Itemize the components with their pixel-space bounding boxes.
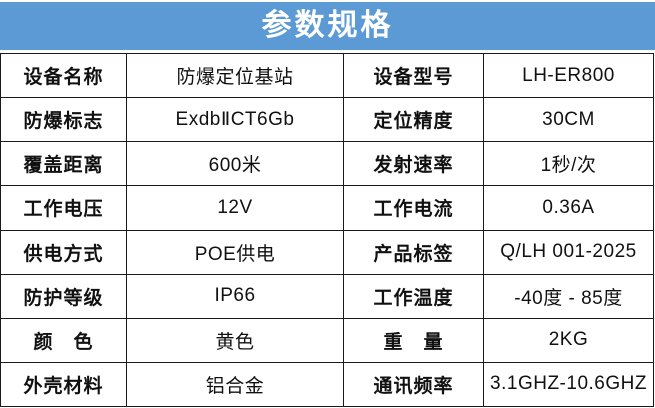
spec-value-cell: 2KG — [483, 317, 653, 362]
spec-label-cell: 通讯频率 — [343, 361, 483, 406]
spec-label-cell: 供电方式 — [0, 229, 126, 274]
spec-label-cell: 覆盖距离 — [0, 141, 126, 186]
spec-label-cell: 工作温度 — [343, 273, 483, 318]
spec-label-cell: 发射速率 — [343, 141, 483, 186]
spec-value-cell: ExdbⅡCT6Gb — [126, 97, 343, 142]
spec-value-cell: 铝合金 — [126, 361, 343, 406]
spec-value-cell: 12V — [126, 185, 343, 230]
spec-table: 设备名称 防爆定位基站 设备型号 LH-ER800 防爆标志 ExdbⅡCT6Gb 定位精度… — [0, 53, 654, 407]
spec-label-cell: 重 量 — [343, 317, 483, 362]
spec-label-cell: 产品标签 — [343, 229, 483, 274]
spec-value-cell: 黄色 — [126, 317, 343, 362]
spec-value-cell: 防爆定位基站 — [126, 53, 343, 98]
spec-value-cell: Q/LH 001-2025 — [483, 229, 653, 274]
spec-value-cell: POE供电 — [126, 229, 343, 274]
spec-label-cell: 工作电流 — [343, 185, 483, 230]
spec-value-cell: 30CM — [483, 97, 653, 142]
spec-label-cell: 防护等级 — [0, 273, 126, 318]
spec-value-cell: 600米 — [126, 141, 343, 186]
spec-label-cell: 颜 色 — [0, 317, 126, 362]
spec-value-cell: 3.1GHZ-10.6GHZ — [483, 361, 653, 406]
spec-label-cell: 外壳材料 — [0, 361, 126, 406]
spec-value-cell: 1秒/次 — [483, 141, 653, 186]
table-title-bar: 参数规格 — [0, 2, 655, 50]
spec-label-cell: 防爆标志 — [0, 97, 126, 142]
spec-label-cell: 设备型号 — [343, 53, 483, 98]
spec-value-cell: LH-ER800 — [483, 53, 653, 98]
spec-label-cell: 定位精度 — [343, 97, 483, 142]
spec-label-cell: 工作电压 — [0, 185, 126, 230]
spec-value-cell: IP66 — [126, 273, 343, 318]
spec-label-cell: 设备名称 — [0, 53, 126, 98]
table-title: 参数规格 — [261, 9, 394, 42]
spec-value-cell: -40度 - 85度 — [483, 273, 653, 318]
spec-value-cell: 0.36A — [483, 185, 653, 230]
